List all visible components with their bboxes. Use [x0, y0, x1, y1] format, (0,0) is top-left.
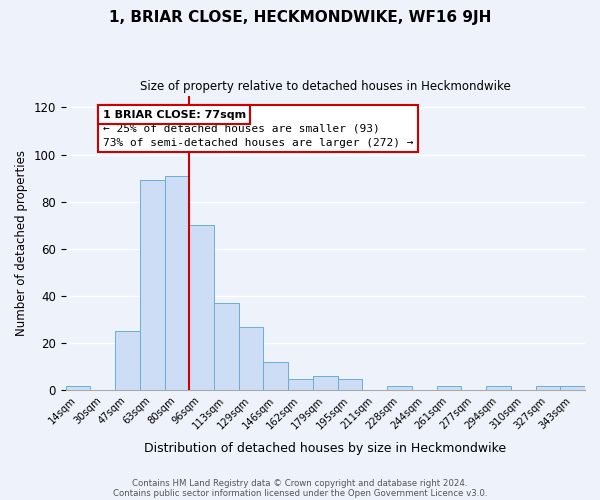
Bar — [115, 332, 140, 390]
Title: Size of property relative to detached houses in Heckmondwike: Size of property relative to detached ho… — [140, 80, 511, 93]
Bar — [387, 386, 412, 390]
Bar — [560, 386, 585, 390]
Bar — [313, 376, 338, 390]
Text: Contains HM Land Registry data © Crown copyright and database right 2024.: Contains HM Land Registry data © Crown c… — [132, 478, 468, 488]
Bar — [214, 303, 239, 390]
Bar — [140, 180, 164, 390]
Bar — [263, 362, 288, 390]
Y-axis label: Number of detached properties: Number of detached properties — [15, 150, 28, 336]
Bar — [164, 176, 190, 390]
Text: 1 BRIAR CLOSE: 77sqm
← 25% of detached houses are smaller (93)
73% of semi-detac: 1 BRIAR CLOSE: 77sqm ← 25% of detached h… — [103, 110, 413, 148]
Bar — [437, 386, 461, 390]
Bar — [536, 386, 560, 390]
Bar — [239, 326, 263, 390]
Text: 1 BRIAR CLOSE: 77sqm: 1 BRIAR CLOSE: 77sqm — [103, 110, 246, 120]
Bar — [486, 386, 511, 390]
X-axis label: Distribution of detached houses by size in Heckmondwike: Distribution of detached houses by size … — [144, 442, 506, 455]
Bar — [288, 378, 313, 390]
Text: 1, BRIAR CLOSE, HECKMONDWIKE, WF16 9JH: 1, BRIAR CLOSE, HECKMONDWIKE, WF16 9JH — [109, 10, 491, 25]
Text: Contains public sector information licensed under the Open Government Licence v3: Contains public sector information licen… — [113, 488, 487, 498]
Bar — [65, 386, 91, 390]
Bar — [190, 226, 214, 390]
Bar — [338, 378, 362, 390]
